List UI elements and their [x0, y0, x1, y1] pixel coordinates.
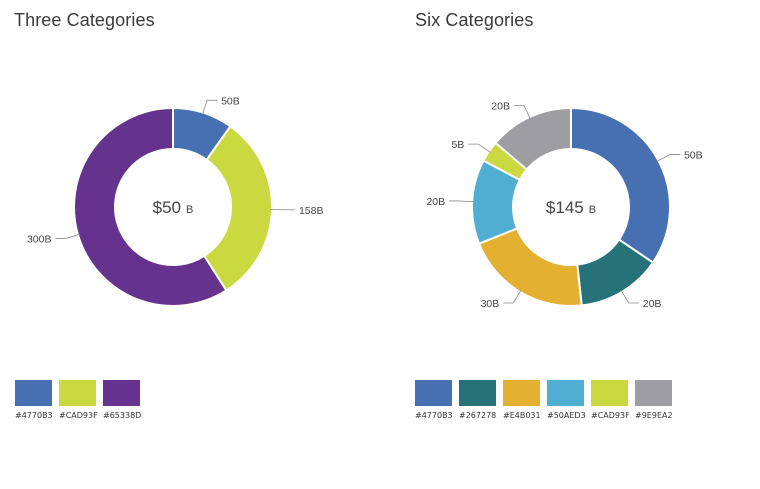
leader-line [503, 289, 522, 304]
donut-chart: 50B 158B 300B $50 B [27, 95, 324, 307]
swatch-hex-label: #E4B031 [503, 411, 541, 420]
swatch-chip [503, 380, 540, 406]
data-label: 50B [684, 150, 703, 162]
leader-line [468, 143, 491, 153]
leader-line [449, 200, 475, 203]
color-swatch: #E4B031 [503, 380, 547, 420]
swatch-hex-label: #267278 [459, 411, 497, 420]
chart-title: Six Categories [415, 10, 534, 30]
leader-line [55, 233, 81, 239]
swatch-chip [547, 380, 584, 406]
donut-slice [494, 106, 572, 171]
swatch-chip [103, 380, 140, 406]
data-label: 20B [643, 298, 662, 310]
color-swatch: #4770B3 [15, 380, 59, 420]
color-legend: #4770B3 #267278 #E4B031 #50AED3 #CAD93F #9E9E… [415, 380, 679, 420]
leader-line [620, 289, 639, 304]
center-total: $145 B [546, 198, 596, 217]
swatch-chip [15, 380, 52, 406]
donut-slice [570, 106, 671, 264]
color-swatch: #CAD93F [59, 380, 103, 420]
color-swatch: #9E9EA2 [635, 380, 679, 420]
color-swatch: #50AED3 [547, 380, 591, 420]
color-legend: #4770B3 #CAD93F #65338D [15, 380, 147, 420]
swatch-hex-label: #50AED3 [547, 411, 586, 420]
donut-chart: 50B 20B 30B 20B 5B 20B $145 B [426, 100, 703, 310]
donut-slice [202, 124, 273, 292]
swatch-chip [415, 380, 452, 406]
data-label: 300B [27, 233, 52, 245]
data-label: 30B [481, 298, 500, 310]
swatch-chip [591, 380, 628, 406]
donut-slice [477, 227, 583, 307]
swatch-chip [635, 380, 672, 406]
swatch-chip [59, 380, 96, 406]
donut-slice [73, 106, 228, 307]
swatch-chip [459, 380, 496, 406]
leader-line [656, 154, 680, 162]
chart-title: Three Categories [14, 10, 155, 30]
data-label: 20B [426, 196, 445, 208]
data-label: 20B [491, 100, 510, 112]
data-label: 50B [221, 95, 240, 107]
swatch-hex-label: #9E9EA2 [635, 411, 673, 420]
data-label: 158B [299, 205, 324, 217]
center-total: $50 B [153, 198, 194, 217]
chart-panel-three-categories: Three Categories 50B 158B 300B $50 B #4770B3… [14, 10, 324, 420]
swatch-hex-label: #4770B3 [415, 411, 453, 420]
chart-panel-six-categories: Six Categories 50B 20B 30B 20B 5B 20B $145 B #4… [400, 0, 760, 489]
leader-line [513, 104, 531, 120]
swatch-hex-label: #CAD93F [59, 411, 98, 420]
swatch-hex-label: #65338D [103, 411, 142, 420]
color-swatch: #CAD93F [591, 380, 635, 420]
swatch-hex-label: #4770B3 [15, 411, 53, 420]
color-swatch: #65338D [103, 380, 147, 420]
swatch-hex-label: #CAD93F [591, 411, 630, 420]
data-label: 5B [451, 139, 464, 151]
color-swatch: #4770B3 [415, 380, 459, 420]
leader-line [202, 99, 218, 115]
color-swatch: #267278 [459, 380, 503, 420]
